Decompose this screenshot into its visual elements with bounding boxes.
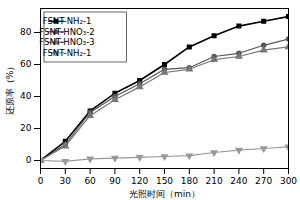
svg-text:FSNT-HNO₃-3: FSNT-HNO₃-3 — [39, 37, 94, 47]
svg-text:60: 60 — [84, 176, 96, 186]
svg-text:90: 90 — [109, 176, 121, 186]
svg-text:30: 30 — [60, 176, 72, 186]
svg-text:FSNT-NH₂-1: FSNT-NH₂-1 — [43, 16, 92, 26]
svg-text:180: 180 — [181, 176, 198, 186]
svg-text:0: 0 — [38, 176, 44, 186]
svg-text:120: 120 — [131, 176, 148, 186]
svg-text:60: 60 — [20, 59, 32, 69]
svg-text:还原率（%）: 还原率（%） — [5, 62, 15, 116]
svg-text:光照时间（min）: 光照时间（min） — [129, 189, 200, 199]
svg-text:80: 80 — [20, 27, 32, 37]
svg-text:270: 270 — [255, 176, 272, 186]
svg-text:0: 0 — [26, 155, 32, 165]
svg-text:20: 20 — [20, 123, 32, 133]
svg-text:FSNT-HNO₃-2: FSNT-HNO₃-2 — [39, 27, 94, 37]
svg-text:210: 210 — [206, 176, 223, 186]
svg-text:300: 300 — [280, 176, 297, 186]
svg-text:240: 240 — [230, 176, 247, 186]
svg-text:150: 150 — [156, 176, 173, 186]
svg-text:FSNT-NH₂-1: FSNT-NH₂-1 — [43, 48, 92, 58]
svg-text:40: 40 — [20, 91, 32, 101]
